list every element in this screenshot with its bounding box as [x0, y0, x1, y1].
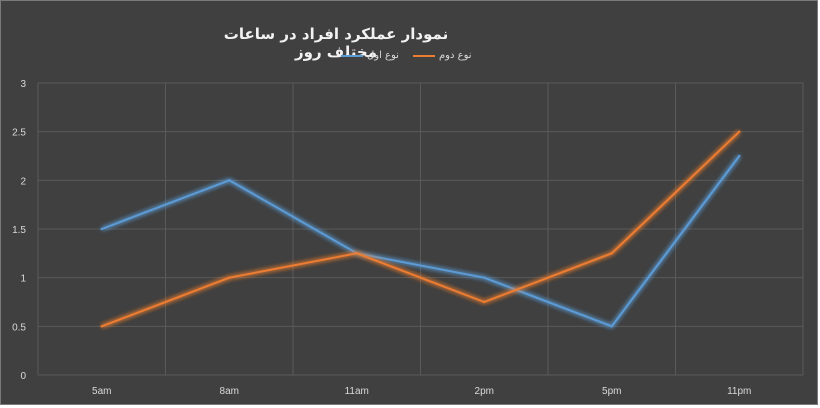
y-tick-label: 1: [20, 274, 26, 285]
y-tick-label: 0.5: [12, 322, 26, 333]
data-point-series-1: [483, 276, 486, 279]
y-tick-label: 1.5: [12, 225, 26, 236]
y-tick-label: 0: [20, 371, 26, 382]
data-point-series-1: [228, 179, 231, 182]
data-point-series-2: [483, 300, 486, 304]
legend-item-series-1: نوع اول: [341, 50, 399, 61]
x-tick-label: 11am: [345, 386, 369, 397]
legend-label-series-2: نوع دوم: [438, 50, 472, 61]
y-tick-label: 3: [20, 79, 26, 90]
y-tick-label: 2: [20, 176, 26, 187]
y-tick-label: 2.5: [12, 128, 26, 139]
x-tick-label: 5am: [92, 386, 111, 397]
axis-layer: 0 0.5 1 1.5 2 2.5 3 5am 8am 11am 2pm 5pm 11pm: [12, 79, 751, 397]
x-tick-label: 2pm: [475, 386, 494, 397]
series-layer: [100, 130, 741, 328]
series-line-2: [101, 130, 740, 328]
legend: نوع اول نوع دوم: [341, 50, 472, 61]
legend-swatch-series-2: [412, 54, 435, 57]
data-point-series-2: [100, 325, 103, 328]
data-point-series-2: [355, 252, 358, 255]
legend-label-series-1: نوع اول: [367, 50, 399, 61]
chart-title: نمودار عملکرد افراد در ساعات مختلف روز: [223, 25, 449, 61]
data-point-series-1: [738, 154, 741, 158]
data-point-series-2: [228, 276, 231, 279]
data-point-series-1: [100, 227, 103, 231]
legend-swatch-series-1: [341, 54, 363, 57]
x-tick-label: 5pm: [602, 386, 621, 397]
data-point-series-1: [610, 325, 613, 328]
data-point-series-2: [738, 130, 741, 133]
grid-layer: [37, 82, 804, 376]
series-line-1: [101, 155, 741, 328]
data-point-series-2: [610, 252, 613, 255]
x-tick-label: 11pm: [727, 386, 751, 397]
x-tick-label: 8am: [220, 386, 239, 397]
legend-item-series-2: نوع دوم: [412, 50, 472, 61]
